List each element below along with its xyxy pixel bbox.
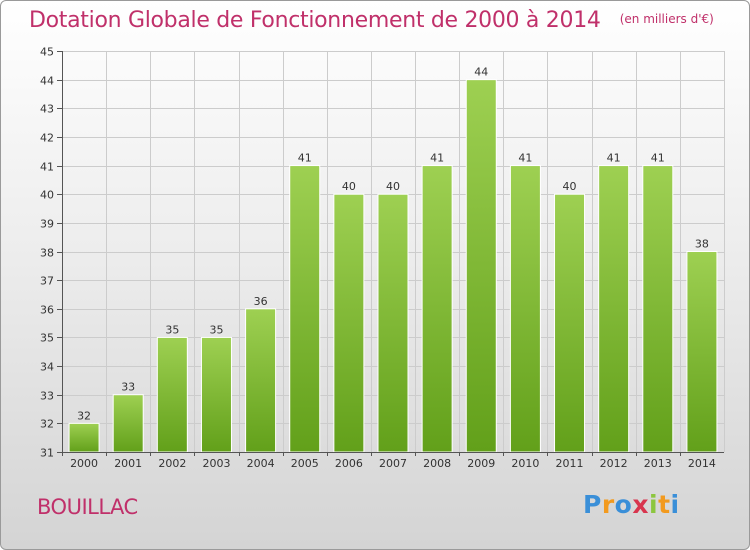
bar (642, 165, 674, 453)
proxiti-logo[interactable]: Proxiti (583, 490, 680, 519)
y-tick-label: 34 (40, 361, 54, 374)
data-label: 41 (518, 152, 532, 165)
bar (289, 165, 321, 453)
y-tick-label: 36 (40, 304, 54, 317)
y-tick-label: 38 (40, 247, 54, 260)
data-label: 44 (474, 66, 488, 79)
y-tick-label: 42 (40, 132, 54, 145)
y-tick-label: 41 (40, 161, 54, 174)
data-label: 33 (121, 381, 135, 394)
y-tick-label: 37 (40, 275, 54, 288)
y-tick-label: 35 (40, 332, 54, 345)
data-label: 38 (695, 238, 709, 251)
logo-letter: i (649, 490, 659, 519)
y-tick-label: 43 (40, 103, 54, 116)
x-tick-label: 2013 (644, 457, 672, 470)
bar (68, 422, 100, 453)
commune-name: BOUILLAC (37, 495, 138, 519)
x-tick-label: 2014 (688, 457, 716, 470)
chart-title-row: Dotation Globale de Fonctionnement de 20… (29, 8, 714, 33)
x-tick-label: 2002 (158, 457, 186, 470)
bar (333, 193, 365, 453)
data-label: 41 (651, 152, 665, 165)
bar (509, 165, 541, 453)
x-tick-label: 2011 (556, 457, 584, 470)
data-label: 32 (77, 409, 91, 422)
x-tick-label: 2001 (114, 457, 142, 470)
bar (200, 336, 232, 453)
y-tick-label: 33 (40, 390, 54, 403)
logo-letter: t (658, 490, 671, 519)
x-tick-label: 2003 (202, 457, 230, 470)
y-tick-label: 31 (40, 447, 54, 460)
chart-title: Dotation Globale de Fonctionnement de 20… (29, 8, 601, 33)
data-label: 40 (386, 180, 400, 193)
bars: 32 33 35 35 36 41 40 40 41 44 41 40 41 41 38 (68, 66, 718, 453)
logo-letter: i (670, 490, 680, 519)
bar (156, 336, 188, 453)
bar (598, 165, 630, 453)
bar (112, 394, 144, 453)
x-tick-label: 2008 (423, 457, 451, 470)
y-tick-label: 32 (40, 418, 54, 431)
x-tick-label: 2000 (70, 457, 98, 470)
bar (377, 193, 409, 453)
bar (554, 193, 586, 453)
data-label: 40 (563, 180, 577, 193)
data-label: 41 (607, 152, 621, 165)
logo-letter: x (632, 490, 649, 519)
y-tick-label: 44 (40, 75, 54, 88)
bar (421, 165, 453, 453)
x-tick-label: 2010 (511, 457, 539, 470)
x-tick-label: 2009 (467, 457, 495, 470)
x-tick-label: 2012 (600, 457, 628, 470)
data-label: 41 (430, 152, 444, 165)
x-tick-label: 2007 (379, 457, 407, 470)
logo-letter: o (614, 490, 633, 519)
x-tick-label: 2006 (335, 457, 363, 470)
data-label: 35 (209, 323, 223, 336)
bar (465, 79, 497, 453)
x-tick-label: 2005 (291, 457, 319, 470)
y-tick-label: 39 (40, 218, 54, 231)
logo-letter: r (601, 490, 615, 519)
bar (686, 251, 718, 453)
axes: 31 32 33 34 35 36 37 38 39 40 41 42 43 44 45 2000 2001 20… (40, 46, 724, 470)
data-label: 36 (254, 295, 268, 308)
bar (245, 308, 277, 453)
y-tick-label: 40 (40, 189, 54, 202)
logo-letter: P (583, 490, 602, 519)
chart-subtitle: (en milliers d'€) (619, 12, 714, 26)
data-label: 35 (165, 323, 179, 336)
y-tick-label: 45 (40, 46, 54, 59)
data-label: 40 (342, 180, 356, 193)
data-label: 41 (298, 152, 312, 165)
x-tick-label: 2004 (247, 457, 275, 470)
